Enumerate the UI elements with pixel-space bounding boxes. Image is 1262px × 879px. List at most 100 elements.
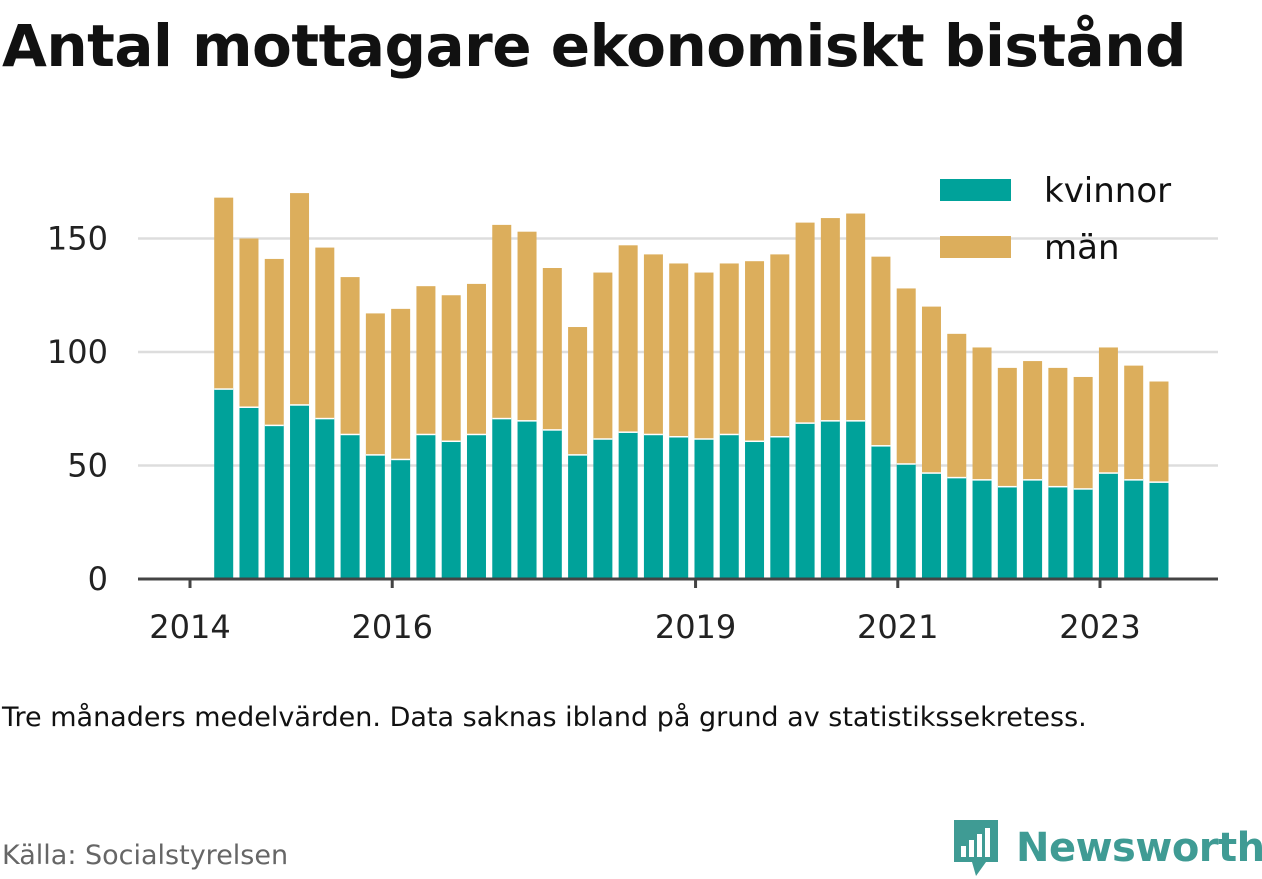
newsworthy-logo: Newsworthy bbox=[952, 818, 1262, 878]
bar-man bbox=[593, 272, 613, 439]
bar-man bbox=[820, 218, 840, 421]
bar-kvinnor bbox=[1149, 481, 1169, 579]
bar-kvinnor bbox=[441, 440, 461, 579]
bar-man bbox=[214, 197, 234, 389]
bar-kvinnor bbox=[896, 463, 916, 579]
bar-man bbox=[239, 238, 259, 407]
bar-man bbox=[1073, 376, 1093, 489]
bar-separator bbox=[947, 475, 967, 479]
y-tick-label: 100 bbox=[47, 333, 108, 371]
bar-kvinnor bbox=[1023, 479, 1043, 579]
bar-man bbox=[846, 213, 866, 421]
bar-man bbox=[618, 245, 638, 432]
bar-man bbox=[416, 286, 436, 434]
legend-label-man: män bbox=[1044, 228, 1120, 268]
bar-man bbox=[315, 247, 335, 418]
bar-man bbox=[492, 224, 512, 418]
x-tick-label: 2021 bbox=[857, 608, 938, 646]
y-tick-label: 150 bbox=[47, 220, 108, 258]
bar-kvinnor bbox=[770, 435, 790, 579]
bar-kvinnor bbox=[340, 433, 360, 579]
legend-label-kvinnor: kvinnor bbox=[1044, 171, 1171, 211]
x-tick-label: 2023 bbox=[1059, 608, 1140, 646]
bar-kvinnor bbox=[1098, 472, 1118, 579]
bar-man bbox=[542, 268, 562, 430]
bar-kvinnor bbox=[871, 445, 891, 579]
bar-kvinnor bbox=[1124, 479, 1144, 579]
bar-man bbox=[694, 272, 714, 439]
bar-man bbox=[643, 254, 663, 434]
bar-kvinnor bbox=[795, 422, 815, 579]
bar-man bbox=[290, 193, 310, 405]
bar-man bbox=[719, 263, 739, 434]
bar-kvinnor bbox=[416, 433, 436, 579]
bar-man bbox=[896, 288, 916, 464]
bar-kvinnor bbox=[517, 420, 537, 579]
bar-man bbox=[669, 263, 689, 436]
y-tick-label: 50 bbox=[67, 447, 108, 485]
bar-kvinnor bbox=[997, 485, 1017, 579]
bar-kvinnor bbox=[264, 424, 284, 579]
bar-kvinnor bbox=[492, 417, 512, 579]
bar-kvinnor bbox=[542, 429, 562, 579]
bar-man bbox=[441, 295, 461, 441]
bar-man bbox=[921, 306, 941, 473]
bar-kvinnor bbox=[643, 433, 663, 579]
bar-man bbox=[391, 308, 411, 459]
bar-kvinnor bbox=[694, 438, 714, 579]
source-text: Källa: Socialstyrelsen bbox=[2, 840, 289, 871]
bar-kvinnor bbox=[1073, 488, 1093, 579]
bar-kvinnor bbox=[745, 440, 765, 579]
bar-kvinnor bbox=[921, 472, 941, 579]
bar-kvinnor bbox=[466, 433, 486, 579]
bar-man bbox=[264, 258, 284, 425]
bars bbox=[214, 193, 1169, 579]
bar-man bbox=[745, 261, 765, 441]
brand-name: Newsworthy bbox=[1016, 825, 1262, 871]
bar-kvinnor bbox=[972, 479, 992, 579]
bar-man bbox=[1048, 367, 1068, 486]
bar-man bbox=[466, 283, 486, 434]
bar-kvinnor bbox=[214, 388, 234, 579]
bar-separator bbox=[896, 461, 916, 465]
bar-man bbox=[1124, 365, 1144, 480]
bar-man bbox=[947, 333, 967, 477]
bar-kvinnor bbox=[315, 417, 335, 579]
chart-note: Tre månaders medelvärden. Data saknas ib… bbox=[2, 702, 1087, 733]
bar-kvinnor bbox=[947, 476, 967, 579]
bar-kvinnor bbox=[1048, 485, 1068, 579]
x-axis: 2014 2016 2019 2021 2023 bbox=[138, 577, 1218, 646]
bar-man bbox=[340, 277, 360, 434]
bar-man bbox=[517, 231, 537, 421]
bar-kvinnor bbox=[618, 431, 638, 579]
x-tick-label: 2014 bbox=[149, 608, 230, 646]
bar-separator bbox=[239, 404, 259, 408]
legend: kvinnor män bbox=[940, 171, 1171, 268]
bar-man bbox=[997, 367, 1017, 486]
y-axis: 0 50 100 150 bbox=[47, 220, 108, 599]
legend-swatch-man bbox=[940, 236, 1011, 258]
bar-kvinnor bbox=[846, 420, 866, 579]
bar-kvinnor bbox=[719, 433, 739, 579]
bar-man bbox=[770, 254, 790, 436]
bar-kvinnor bbox=[365, 454, 385, 579]
bar-man bbox=[795, 222, 815, 423]
x-tick-label: 2019 bbox=[655, 608, 736, 646]
bar-kvinnor bbox=[391, 458, 411, 579]
bar-kvinnor bbox=[820, 420, 840, 579]
bar-kvinnor bbox=[290, 404, 310, 579]
bar-man bbox=[1023, 361, 1043, 480]
chart-title: Antal mottagare ekonomiskt bistånd bbox=[2, 12, 1187, 80]
bar-man bbox=[365, 313, 385, 455]
bar-man bbox=[1098, 347, 1118, 473]
x-tick-label: 2016 bbox=[352, 608, 433, 646]
chart-bubble-icon bbox=[954, 820, 998, 876]
bar-kvinnor bbox=[669, 435, 689, 579]
bar-kvinnor bbox=[568, 454, 588, 579]
bar-man bbox=[871, 256, 891, 446]
bar-man bbox=[1149, 381, 1169, 482]
y-tick-label: 0 bbox=[88, 560, 108, 598]
legend-swatch-kvinnor bbox=[940, 179, 1011, 201]
bar-man bbox=[972, 347, 992, 480]
bar-kvinnor bbox=[593, 438, 613, 579]
